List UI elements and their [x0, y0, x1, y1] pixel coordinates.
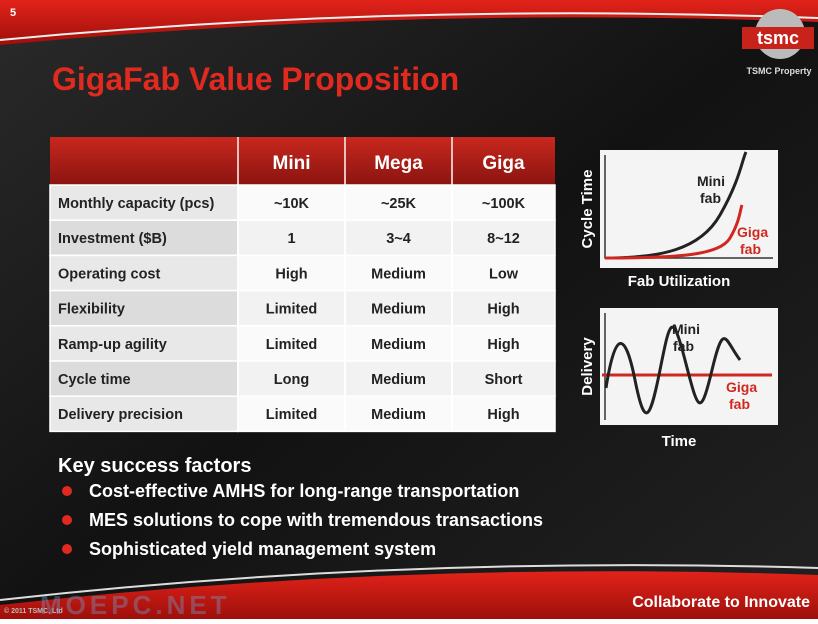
watermark: MOEPC.NET [40, 590, 231, 619]
row-label-bg [49, 219, 239, 257]
bullet-text: Cost-effective AMHS for long-range trans… [89, 481, 519, 501]
cell: Medium [371, 266, 426, 282]
mini-label: fab [673, 338, 694, 354]
row-label-bg [49, 395, 239, 433]
mini-label: Mini [697, 173, 725, 189]
row-bg [237, 360, 556, 397]
diagrams: Cycle Time Fab Utilization Delivery Time Min… [579, 150, 778, 450]
row-label: Investment ($B) [58, 231, 167, 247]
column-header: Giga [482, 153, 525, 174]
mini-curve [604, 151, 748, 260]
cell: Low [489, 266, 519, 282]
mini-label: Mini [672, 321, 700, 337]
row-label-bg [49, 360, 239, 397]
row-label: Flexibility [58, 302, 125, 318]
cell: High [487, 337, 519, 353]
giga-label: fab [740, 241, 761, 257]
row-label: Ramp-up agility [58, 337, 167, 353]
top-swoosh [0, 12, 818, 41]
column-header: Mini [273, 153, 311, 174]
cell: Limited [266, 302, 318, 318]
diagram-y-label: Cycle Time [579, 170, 596, 249]
logo-caption: TSMC Property [746, 66, 811, 76]
row-bg [237, 395, 556, 433]
cell: Medium [371, 337, 426, 353]
diagram-y-label: Delivery [579, 337, 596, 396]
bullet-text: MES solutions to cope with tremendous tr… [89, 510, 543, 530]
column-header: Mega [374, 153, 423, 174]
cell: ~10K [274, 196, 310, 212]
section-heading: Key success factors [58, 455, 251, 477]
mini-wave [604, 325, 742, 415]
row-label-bg [49, 254, 239, 292]
slide-number: 5 [10, 7, 16, 19]
diagram-x-label: Time [662, 433, 697, 450]
mini-label: fab [700, 190, 721, 206]
cell: Medium [371, 407, 426, 423]
giga-label: fab [729, 396, 750, 412]
cell: 3~4 [386, 231, 411, 247]
cell: ~25K [381, 196, 417, 212]
row-label-bg [49, 325, 239, 362]
cell: Limited [266, 407, 318, 423]
bullet-dot [62, 544, 72, 554]
cell: Limited [266, 337, 318, 353]
table-header-bg [50, 137, 555, 185]
giga-label: Giga [737, 224, 768, 240]
table: Mini Mega Giga Monthly capacity (pcs) ~10K ~2… [49, 137, 556, 433]
cell: 1 [287, 231, 295, 247]
logo-text: tsmc [757, 28, 799, 48]
row-label-bg [49, 184, 239, 221]
diagram-x-label: Fab Utilization [628, 273, 731, 290]
bottom-band [0, 571, 818, 619]
bullet-text: Sophisticated yield management system [89, 539, 436, 559]
title: GigaFab Value Proposition [52, 61, 459, 97]
top-band [0, 0, 818, 45]
copyright: © 2011 TSMC, Ltd [4, 607, 63, 615]
diagram-box [600, 308, 778, 425]
bullet-dot [62, 515, 72, 525]
cell: High [275, 266, 307, 282]
row-label: Cycle time [58, 372, 131, 388]
logo-bar [742, 27, 814, 49]
cell: High [487, 302, 519, 318]
row-label: Delivery precision [58, 407, 183, 423]
giga-label: Giga [726, 379, 757, 395]
diagram-box [600, 150, 778, 268]
cell: ~100K [482, 196, 526, 212]
bullet-list: Cost-effective AMHS for long-range trans… [62, 481, 543, 559]
row-bg [237, 254, 556, 292]
cell: Long [274, 372, 309, 388]
bullet-dot [62, 486, 72, 496]
cell: Short [485, 372, 523, 388]
cell: 8~12 [487, 231, 520, 247]
cell: High [487, 407, 519, 423]
cell: Medium [371, 372, 426, 388]
bottom-swoosh [0, 564, 818, 601]
row-label-bg [49, 289, 239, 327]
cell: Medium [371, 302, 426, 318]
row-label: Operating cost [58, 266, 160, 282]
giga-curve [604, 204, 744, 260]
tagline: Collaborate to Innovate [632, 594, 810, 611]
row-bg [237, 325, 556, 362]
row-label: Monthly capacity (pcs) [58, 196, 214, 212]
